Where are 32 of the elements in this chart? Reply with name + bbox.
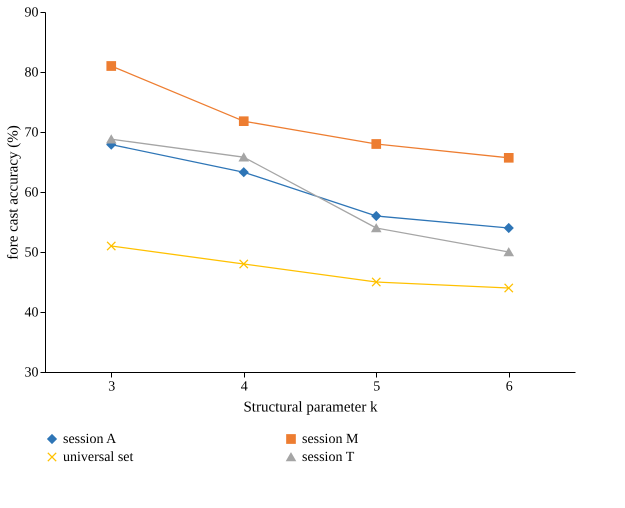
y-tick-label: 80 [24, 66, 38, 80]
point [238, 167, 249, 178]
point [238, 152, 249, 162]
point [504, 283, 514, 293]
x-tick-label: 3 [108, 380, 116, 394]
y-axis-title: fore cast accuracy (%) [6, 125, 22, 260]
point [106, 241, 116, 251]
legend-label: session A [63, 432, 118, 447]
x-tick-label: 6 [506, 380, 513, 394]
point [504, 152, 514, 163]
point [371, 211, 382, 221]
x-tick-label: 4 [240, 380, 248, 394]
y-tick-label: 70 [24, 126, 38, 140]
y-tick-label: 90 [24, 6, 38, 20]
legend-label: session T [302, 450, 355, 465]
point [106, 134, 116, 144]
point [238, 116, 249, 126]
point [371, 224, 382, 232]
y-tick-label: 30 [24, 366, 38, 380]
point [106, 61, 116, 71]
x-axis-title: Structural parameter k [243, 400, 378, 416]
legend-label: session M [302, 432, 359, 447]
point [504, 248, 514, 256]
y-tick-label: 40 [24, 306, 38, 320]
y-tick-label: 50 [24, 246, 38, 260]
point [504, 223, 514, 233]
point [238, 259, 249, 269]
point [371, 277, 382, 287]
y-tick-label: 60 [24, 186, 38, 200]
legend-label: universal set [63, 450, 134, 465]
x-tick-label: 5 [373, 380, 380, 394]
point [371, 139, 382, 149]
